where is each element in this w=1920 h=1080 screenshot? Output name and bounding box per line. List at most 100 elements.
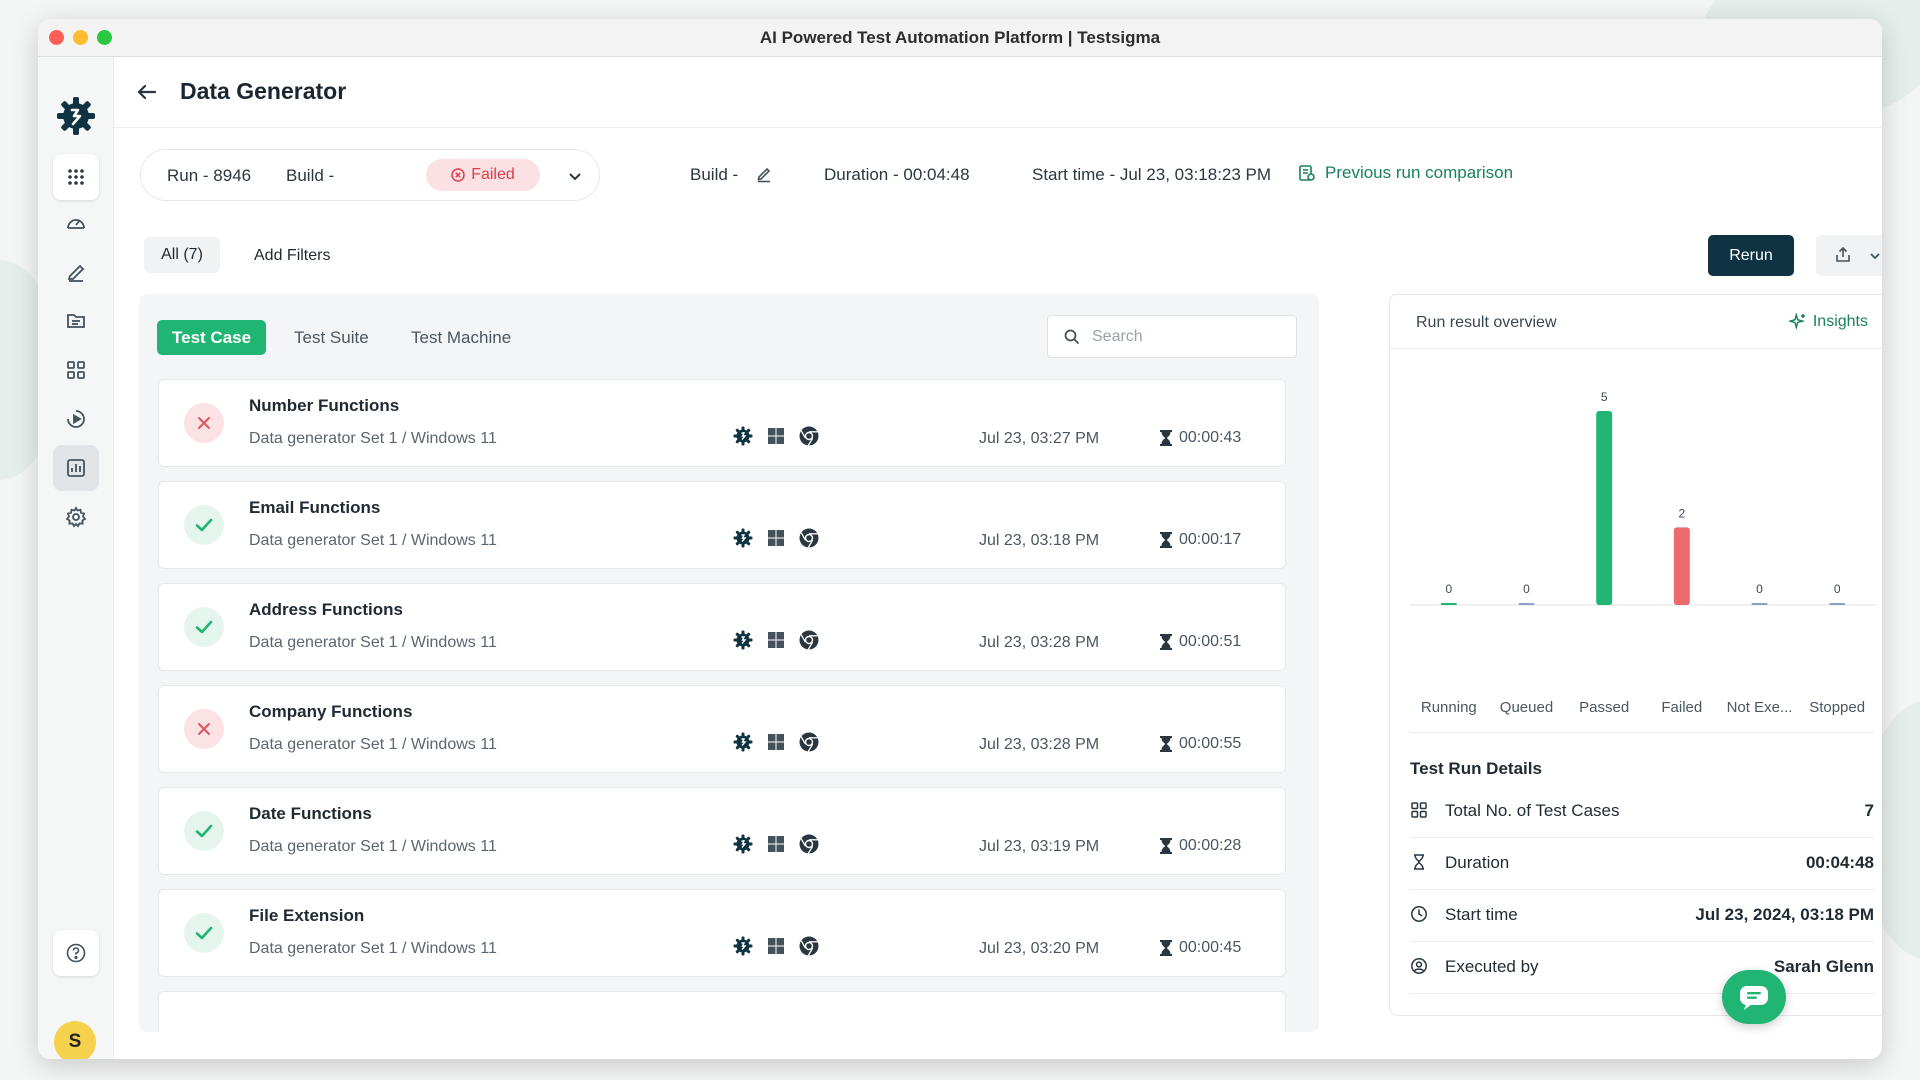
test-case-row[interactable]: File Extension Data generator Set 1 / Wi… (158, 889, 1286, 977)
test-case-row[interactable]: Number Functions Data generator Set 1 / … (158, 379, 1286, 467)
add-filters-button[interactable]: Add Filters (254, 247, 331, 264)
sidebar-item-test-data[interactable] (53, 298, 99, 344)
avatar[interactable]: S (54, 1021, 96, 1059)
failed-status-icon (184, 403, 224, 443)
test-case-duration-value: 00:00:51 (1179, 633, 1242, 650)
run-selector[interactable]: Run - 8946 Build - Failed (140, 149, 600, 201)
sidebar-item-test-development[interactable] (53, 249, 99, 295)
chart-bar-failed[interactable] (1673, 527, 1690, 605)
insights-button[interactable]: Insights (1788, 313, 1868, 331)
sparkle-icon (1788, 313, 1806, 331)
sidebar-item-apps[interactable] (53, 154, 99, 200)
test-case-row[interactable]: Email Functions Data generator Set 1 / W… (158, 481, 1286, 569)
testsigma-agent-icon (733, 426, 753, 446)
detail-label: Total No. of Test Cases (1445, 801, 1620, 820)
detail-row-start-time: Start time Jul 23, 2024, 03:18 PM (1410, 889, 1874, 941)
chrome-icon (799, 732, 819, 752)
sidebar-item-runs[interactable] (53, 396, 99, 442)
check-icon (195, 824, 213, 838)
search-input[interactable] (1092, 327, 1272, 346)
chat-bubble-icon (1740, 986, 1768, 1010)
testsigma-agent-icon (733, 630, 753, 650)
x-circle-icon (451, 168, 465, 182)
chrome-icon (799, 528, 819, 548)
chart-bar-running[interactable] (1440, 603, 1457, 605)
page-header: Data Generator (114, 57, 1882, 128)
test-case-name[interactable]: Address Functions (249, 600, 403, 619)
chart-bar-not-exe[interactable] (1751, 603, 1768, 605)
chat-support-button[interactable] (1722, 970, 1786, 1024)
chart-bar-stopped[interactable] (1829, 603, 1846, 605)
test-case-name[interactable]: Email Functions (249, 498, 381, 517)
run-number: Run - 8946 (167, 166, 252, 185)
test-case-name[interactable]: Date Functions (249, 804, 372, 823)
passed-status-icon (184, 607, 224, 647)
detail-value: 7 (1864, 801, 1874, 820)
export-button[interactable] (1816, 235, 1882, 276)
maximize-window-button[interactable] (97, 30, 112, 45)
chart-data-label: 2 (1678, 506, 1685, 520)
chart-data-label: 0 (1523, 582, 1530, 596)
test-case-duration-value: 00:00:43 (1179, 429, 1242, 446)
run-start-time: Start time - Jul 23, 03:18:23 PM (1032, 165, 1272, 184)
test-case-subtitle: Data generator Set 1 / Windows 11 (249, 736, 497, 753)
environment-icons (732, 833, 820, 855)
test-case-row[interactable]: Company Functions Data generator Set 1 /… (158, 685, 1286, 773)
close-window-button[interactable] (49, 30, 64, 45)
testsigma-logo-icon[interactable] (54, 94, 98, 138)
filter-all-button[interactable]: All (7) (144, 237, 220, 273)
test-case-row[interactable]: Address Functions Data generator Set 1 /… (158, 583, 1286, 671)
share-icon (1836, 246, 1850, 262)
chevron-down-icon[interactable] (1868, 249, 1882, 263)
pencil-icon (67, 264, 85, 282)
test-case-duration-value: 00:00:17 (1179, 531, 1242, 548)
rerun-button[interactable]: Rerun (1708, 235, 1794, 276)
edit-pencil-icon[interactable] (755, 165, 773, 183)
main-content: Data Generator Run - 8946 Build - Failed… (114, 57, 1882, 1059)
chevron-down-icon[interactable] (567, 168, 583, 184)
help-button[interactable] (53, 930, 99, 976)
tab-test-machine[interactable]: Test Machine (411, 327, 512, 347)
search-box[interactable] (1047, 315, 1297, 358)
hourglass-icon (1160, 430, 1172, 446)
test-case-name[interactable]: Number Functions (249, 396, 400, 415)
test-case-row[interactable]: Date Functions Data generator Set 1 / Wi… (158, 787, 1286, 875)
hourglass-icon (1160, 532, 1172, 548)
previous-run-comparison-label: Previous run comparison (1325, 163, 1514, 182)
chart-x-tick-label: Queued (1499, 699, 1554, 716)
play-circle-icon (67, 410, 85, 428)
windows-icon (768, 836, 784, 852)
previous-run-comparison-link[interactable]: Previous run comparison (1298, 163, 1513, 183)
test-results-panel: Test Case Test Suite Test Machine Number… (139, 294, 1319, 1032)
question-circle-icon (66, 943, 86, 963)
run-result-bar-chart: 0 0 5 2 0 0 (1410, 390, 1876, 606)
back-arrow-icon[interactable] (134, 79, 160, 110)
overview-header: Run result overview Insights (1390, 295, 1882, 349)
tab-bar: Test Case Test Suite Test Machine (139, 294, 1319, 374)
sidebar-item-reports[interactable] (53, 445, 99, 491)
window-title: AI Powered Test Automation Platform | Te… (759, 27, 1161, 47)
sidebar-item-test-plans[interactable] (53, 347, 99, 393)
chart-data-label: 0 (1445, 582, 1452, 596)
test-case-name[interactable]: Company Functions (249, 702, 413, 721)
chart-bar-passed[interactable] (1596, 411, 1613, 605)
chrome-icon (799, 936, 819, 956)
detail-value: Jul 23, 2024, 03:18 PM (1695, 905, 1874, 924)
minimize-window-button[interactable] (73, 30, 88, 45)
run-result-overview-panel: Run result overview Insights 0 0 5 2 0 0 Runn… (1389, 294, 1882, 1016)
test-case-name[interactable]: File Extension (249, 906, 365, 925)
chart-bar-queued[interactable] (1518, 603, 1535, 605)
test-case-row-partial[interactable] (158, 991, 1286, 1032)
search-icon (1064, 329, 1080, 344)
environment-icons (732, 629, 820, 651)
status-text: Failed (471, 166, 515, 183)
test-run-details-title: Test Run Details (1410, 759, 1542, 778)
sidebar-item-dashboard[interactable] (53, 200, 99, 246)
build-edit-label: Build - (690, 165, 739, 184)
tab-test-case[interactable]: Test Case (157, 320, 267, 355)
sidebar-item-settings[interactable] (53, 494, 99, 540)
tab-test-suite[interactable]: Test Suite (294, 327, 369, 347)
detail-label: Executed by (1445, 957, 1539, 976)
check-icon (195, 926, 213, 940)
chart-x-tick-label: Not Exe... (1726, 699, 1793, 716)
